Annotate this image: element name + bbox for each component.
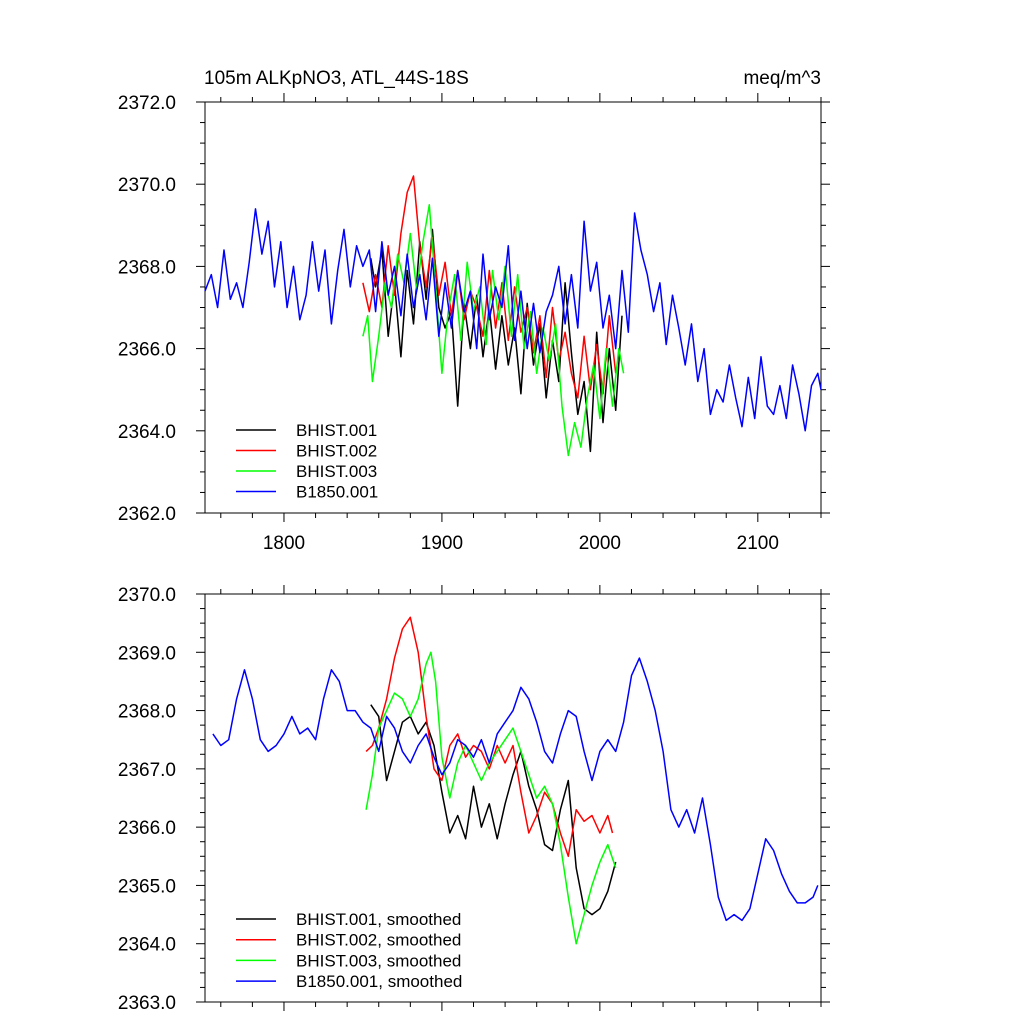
chart-units: meq/m^3 (743, 68, 821, 89)
panel2-y-tick-label: 2367.0 (118, 760, 176, 781)
panel2-legend-label: BHIST.002, smoothed (296, 931, 461, 950)
panel2-series-line-2 (365, 616, 614, 858)
panel2-y-tick-label: 2368.0 (118, 702, 176, 723)
panel2-y-tick-label: 2370.0 (118, 585, 176, 606)
panel2-series-line-1 (370, 704, 617, 916)
panel1-legend-label: BHIST.003 (296, 462, 377, 481)
panel1-x-tick-label: 2000 (579, 533, 621, 554)
panel1-x-tick-label: 1800 (263, 533, 305, 554)
panel1-y-tick-label: 2368.0 (118, 257, 176, 278)
panel2-legend-label: BHIST.003, smoothed (296, 951, 461, 970)
panel1-y-tick-label: 2364.0 (118, 422, 176, 443)
panel1-series-line-2 (362, 175, 617, 399)
panel2-y-tick-label: 2365.0 (118, 876, 176, 897)
panel1-legend-label: BHIST.001 (296, 421, 377, 440)
panel1-y-tick-label: 2362.0 (118, 504, 176, 525)
panel1-x-tick-label: 1900 (421, 533, 463, 554)
panel2-legend-label: BHIST.001, smoothed (296, 910, 461, 929)
panel1-y-tick-label: 2370.0 (118, 175, 176, 196)
panel2-legend-label: B1850.001, smoothed (296, 972, 462, 991)
panel2-y-tick-label: 2366.0 (118, 818, 176, 839)
panel1-y-tick-label: 2366.0 (118, 340, 176, 361)
panel1-series-line-1 (370, 228, 623, 453)
panel2-series-line-4 (212, 657, 819, 922)
panel2-y-tick-label: 2363.0 (118, 993, 176, 1014)
panel1-x-tick-label: 2100 (737, 533, 779, 554)
panel1-series-line-3 (362, 204, 625, 457)
panel1-y-tick-label: 2372.0 (118, 93, 176, 114)
panel2-series-line-3 (365, 651, 617, 945)
panel2-y-tick-label: 2369.0 (118, 643, 176, 664)
panel1-legend-label: BHIST.002 (296, 442, 377, 461)
panel2-y-tick-label: 2364.0 (118, 935, 176, 956)
chart-title: 105m ALKpNO3, ATL_44S-18S (204, 68, 469, 89)
panel1-legend-label: B1850.001 (296, 483, 378, 502)
panel1-series-line-4 (204, 208, 822, 432)
